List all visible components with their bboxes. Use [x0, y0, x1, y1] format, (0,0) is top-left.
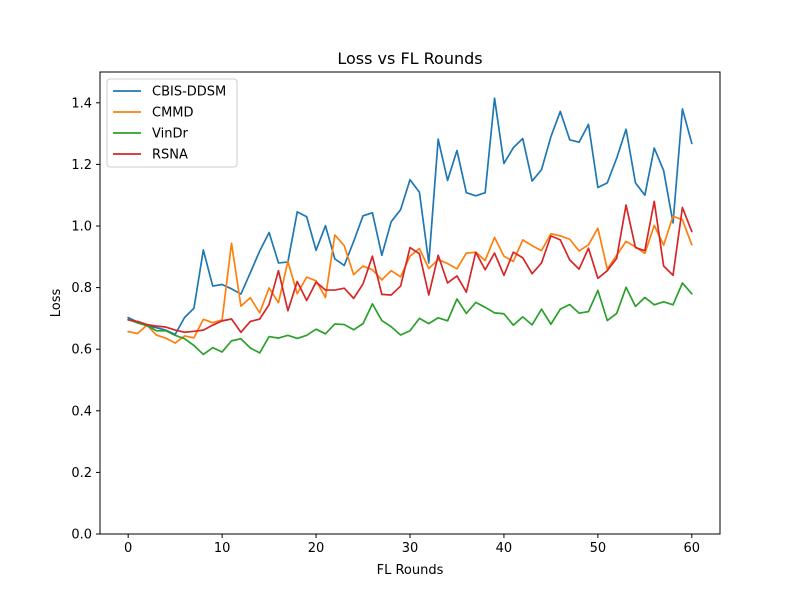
legend-label: VinDr — [152, 127, 188, 142]
y-axis-ticks: 0.0 0.2 0.4 0.6 0.8 1.0 1.2 1.4 — [71, 96, 100, 543]
y-tick-label: 0.8 — [71, 281, 92, 296]
x-tick-label: 0 — [124, 541, 132, 556]
legend-label: CMMD — [152, 106, 194, 121]
legend: CBIS-DDSM CMMD VinDr RSNA — [106, 78, 238, 168]
series-line-cmmd — [127, 215, 693, 344]
x-axis-label: FL Rounds — [377, 563, 444, 578]
x-axis-ticks: 0 10 20 30 40 50 60 — [124, 534, 700, 556]
legend-label: RSNA — [152, 148, 188, 163]
y-tick-label: 0.2 — [71, 466, 92, 481]
series-line-vindr — [127, 282, 693, 356]
x-tick-label: 50 — [590, 541, 607, 556]
x-tick-label: 20 — [308, 541, 325, 556]
y-tick-label: 1.4 — [71, 96, 92, 111]
plot-area — [99, 71, 721, 535]
y-axis-label: Loss — [49, 289, 64, 318]
y-tick-label: 0.0 — [71, 528, 92, 543]
x-tick-label: 40 — [496, 541, 513, 556]
legend-box — [106, 78, 238, 168]
series-line-rsna — [127, 200, 693, 334]
x-tick-label: 10 — [214, 541, 231, 556]
series-lines — [127, 97, 693, 356]
y-tick-label: 1.2 — [71, 158, 92, 173]
legend-label: CBIS-DDSM — [152, 85, 226, 100]
chart-title: Loss vs FL Rounds — [337, 49, 482, 68]
y-tick-label: 0.4 — [71, 404, 92, 419]
series-line-cbis-ddsm — [127, 97, 693, 336]
y-tick-label: 1.0 — [71, 220, 92, 235]
y-tick-label: 0.6 — [71, 343, 92, 358]
x-tick-label: 30 — [402, 541, 419, 556]
x-tick-label: 60 — [684, 541, 701, 556]
